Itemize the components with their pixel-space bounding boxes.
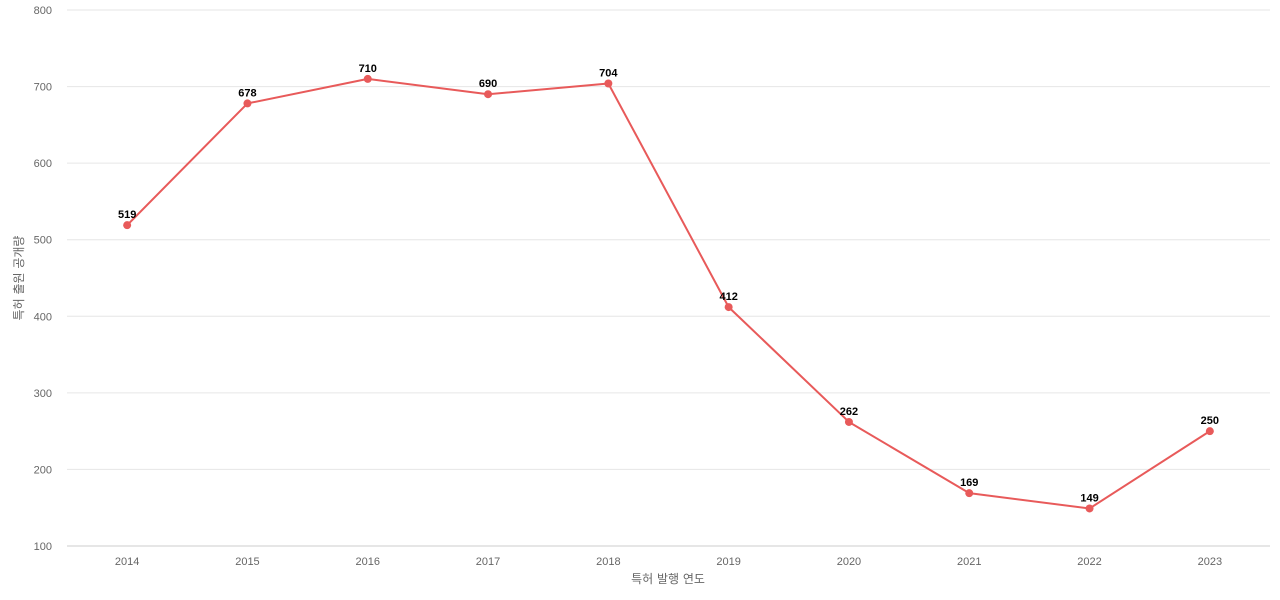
data-label: 250 — [1201, 415, 1219, 427]
y-tick-label: 200 — [34, 464, 52, 476]
data-point[interactable] — [844, 417, 853, 426]
y-tick-label: 700 — [34, 82, 52, 94]
x-tick-label: 2015 — [235, 556, 259, 568]
data-point[interactable] — [1205, 427, 1214, 436]
grid-layer — [67, 9, 1270, 547]
data-labels: 519 678 710 690 704 412 262 169 149 250 — [118, 63, 1219, 505]
data-label: 149 — [1080, 492, 1098, 504]
series-layer — [123, 74, 1214, 513]
data-label: 704 — [599, 68, 618, 80]
data-label: 262 — [840, 406, 858, 418]
data-label: 678 — [238, 87, 256, 99]
x-tick-label: 2019 — [716, 556, 740, 568]
y-tick-label: 300 — [34, 388, 52, 400]
x-tick-label: 2018 — [596, 556, 620, 568]
data-label: 690 — [479, 78, 497, 90]
data-point[interactable] — [1085, 504, 1094, 513]
data-point[interactable] — [123, 221, 132, 230]
x-tick-label: 2016 — [356, 556, 380, 568]
data-point[interactable] — [724, 303, 733, 312]
y-tick-label: 500 — [34, 235, 52, 247]
y-tick-label: 100 — [34, 541, 52, 553]
data-point[interactable] — [243, 99, 252, 108]
data-label: 169 — [960, 477, 978, 489]
data-point[interactable] — [604, 79, 613, 88]
data-point[interactable] — [484, 90, 493, 99]
x-tick-label: 2022 — [1077, 556, 1101, 568]
x-axis-title: 특허 발행 연도 — [631, 571, 705, 586]
x-tick-label: 2017 — [476, 556, 500, 568]
series-line — [126, 77, 1211, 510]
data-label: 412 — [719, 291, 737, 303]
y-tick-label: 800 — [34, 5, 52, 17]
x-tick-label: 2014 — [115, 556, 139, 568]
y-tick-labels: 100 200 300 400 500 600 700 800 — [34, 5, 52, 553]
y-axis-title: 특허 출원 공개량 — [12, 236, 26, 321]
x-tick-label: 2021 — [957, 556, 981, 568]
x-tick-label: 2023 — [1198, 556, 1222, 568]
data-point[interactable] — [965, 489, 974, 498]
y-tick-label: 600 — [34, 158, 52, 170]
data-point[interactable] — [363, 74, 372, 83]
x-tick-labels: 2014 2015 2016 2017 2018 2019 2020 2021 2022 2023 — [115, 556, 1222, 568]
y-tick-label: 400 — [34, 311, 52, 323]
data-label: 710 — [359, 63, 377, 75]
x-tick-label: 2020 — [837, 556, 861, 568]
data-label: 519 — [118, 209, 136, 221]
